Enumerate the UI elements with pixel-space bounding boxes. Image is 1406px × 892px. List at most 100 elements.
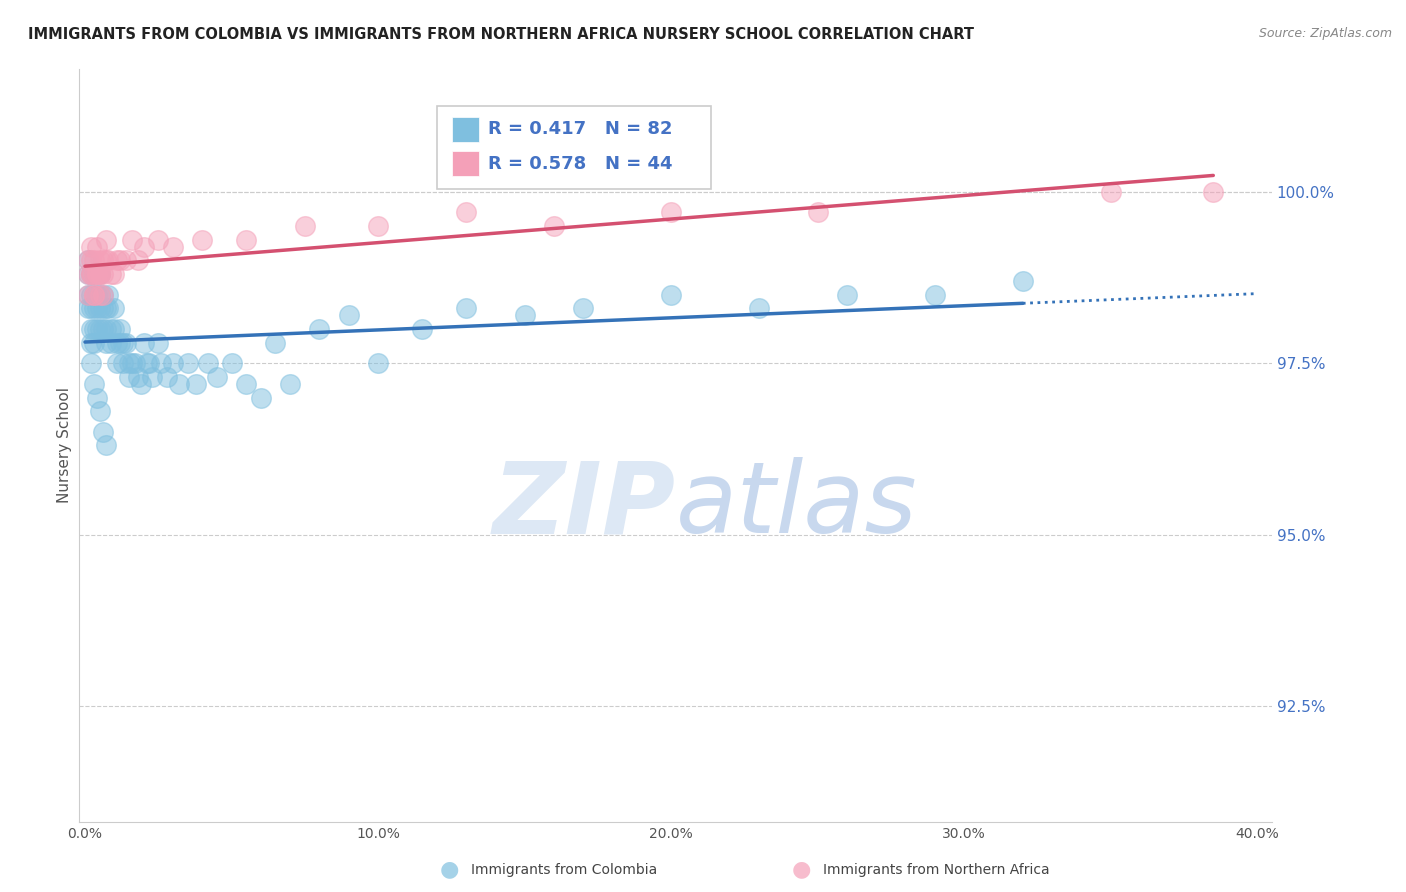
Point — [108, 253, 131, 268]
Point — [112, 356, 135, 370]
Point — [103, 301, 125, 316]
Point — [80, 253, 103, 268]
Point — [105, 356, 128, 370]
Point — [91, 267, 114, 281]
Point — [83, 287, 105, 301]
Point — [191, 233, 214, 247]
Text: Source: ZipAtlas.com: Source: ZipAtlas.com — [1258, 27, 1392, 40]
FancyBboxPatch shape — [437, 106, 711, 189]
Point — [197, 356, 219, 370]
Point — [89, 301, 111, 316]
Point — [278, 376, 301, 391]
Point — [108, 335, 131, 350]
Point — [80, 240, 103, 254]
Point — [1011, 274, 1033, 288]
Point — [80, 267, 103, 281]
Point — [83, 287, 105, 301]
Point — [89, 267, 111, 281]
Point — [94, 253, 117, 268]
Point — [80, 267, 103, 281]
Point — [513, 308, 536, 322]
Point — [89, 267, 111, 281]
Point — [94, 322, 117, 336]
Point — [121, 233, 143, 247]
Point — [97, 253, 120, 268]
Point — [83, 287, 105, 301]
Point — [156, 370, 179, 384]
Point — [83, 322, 105, 336]
Point — [100, 335, 122, 350]
Point — [121, 356, 143, 370]
Point — [91, 253, 114, 268]
Point — [807, 205, 830, 219]
Point — [80, 301, 103, 316]
Point — [77, 267, 100, 281]
Point — [83, 301, 105, 316]
Point — [94, 438, 117, 452]
Point — [80, 267, 103, 281]
Point — [367, 356, 389, 370]
Point — [264, 335, 287, 350]
Text: R = 0.578   N = 44: R = 0.578 N = 44 — [488, 155, 672, 173]
Point — [148, 335, 170, 350]
Point — [205, 370, 228, 384]
Point — [91, 322, 114, 336]
Point — [89, 253, 111, 268]
Point — [80, 287, 103, 301]
Point — [97, 287, 120, 301]
Point — [367, 219, 389, 234]
Text: ●: ● — [440, 860, 460, 880]
Point — [86, 240, 108, 254]
Point — [77, 301, 100, 316]
Point — [118, 370, 141, 384]
Point — [83, 376, 105, 391]
Point — [105, 253, 128, 268]
Text: IMMIGRANTS FROM COLOMBIA VS IMMIGRANTS FROM NORTHERN AFRICA NURSERY SCHOOL CORRE: IMMIGRANTS FROM COLOMBIA VS IMMIGRANTS F… — [28, 27, 974, 42]
Text: ●: ● — [792, 860, 811, 880]
Point — [91, 301, 114, 316]
Point — [115, 335, 138, 350]
Point — [86, 267, 108, 281]
Point — [89, 267, 111, 281]
Point — [250, 391, 273, 405]
Point — [186, 376, 208, 391]
Point — [659, 287, 682, 301]
Point — [835, 287, 858, 301]
Point — [167, 376, 190, 391]
Point — [91, 425, 114, 439]
Point — [77, 253, 100, 268]
Point — [89, 287, 111, 301]
Point — [1099, 185, 1122, 199]
Point — [83, 253, 105, 268]
Point — [91, 287, 114, 301]
Text: Immigrants from Colombia: Immigrants from Colombia — [471, 863, 657, 877]
Point — [89, 322, 111, 336]
Point — [118, 356, 141, 370]
Point — [115, 253, 138, 268]
Point — [572, 301, 595, 316]
Point — [132, 335, 155, 350]
Bar — [453, 117, 478, 142]
Point — [924, 287, 946, 301]
Point — [135, 356, 157, 370]
Point — [162, 356, 184, 370]
Point — [129, 376, 152, 391]
Point — [100, 267, 122, 281]
Point — [1202, 185, 1225, 199]
Point — [235, 233, 257, 247]
Point — [86, 301, 108, 316]
Point — [148, 233, 170, 247]
Point — [77, 267, 100, 281]
Text: atlas: atlas — [675, 458, 917, 554]
Point — [80, 356, 103, 370]
Point — [411, 322, 433, 336]
Text: Immigrants from Northern Africa: Immigrants from Northern Africa — [823, 863, 1049, 877]
Point — [89, 404, 111, 418]
Point — [150, 356, 173, 370]
Point — [127, 253, 149, 268]
Point — [83, 267, 105, 281]
Point — [86, 287, 108, 301]
Point — [454, 301, 477, 316]
Point — [543, 219, 565, 234]
Point — [103, 267, 125, 281]
